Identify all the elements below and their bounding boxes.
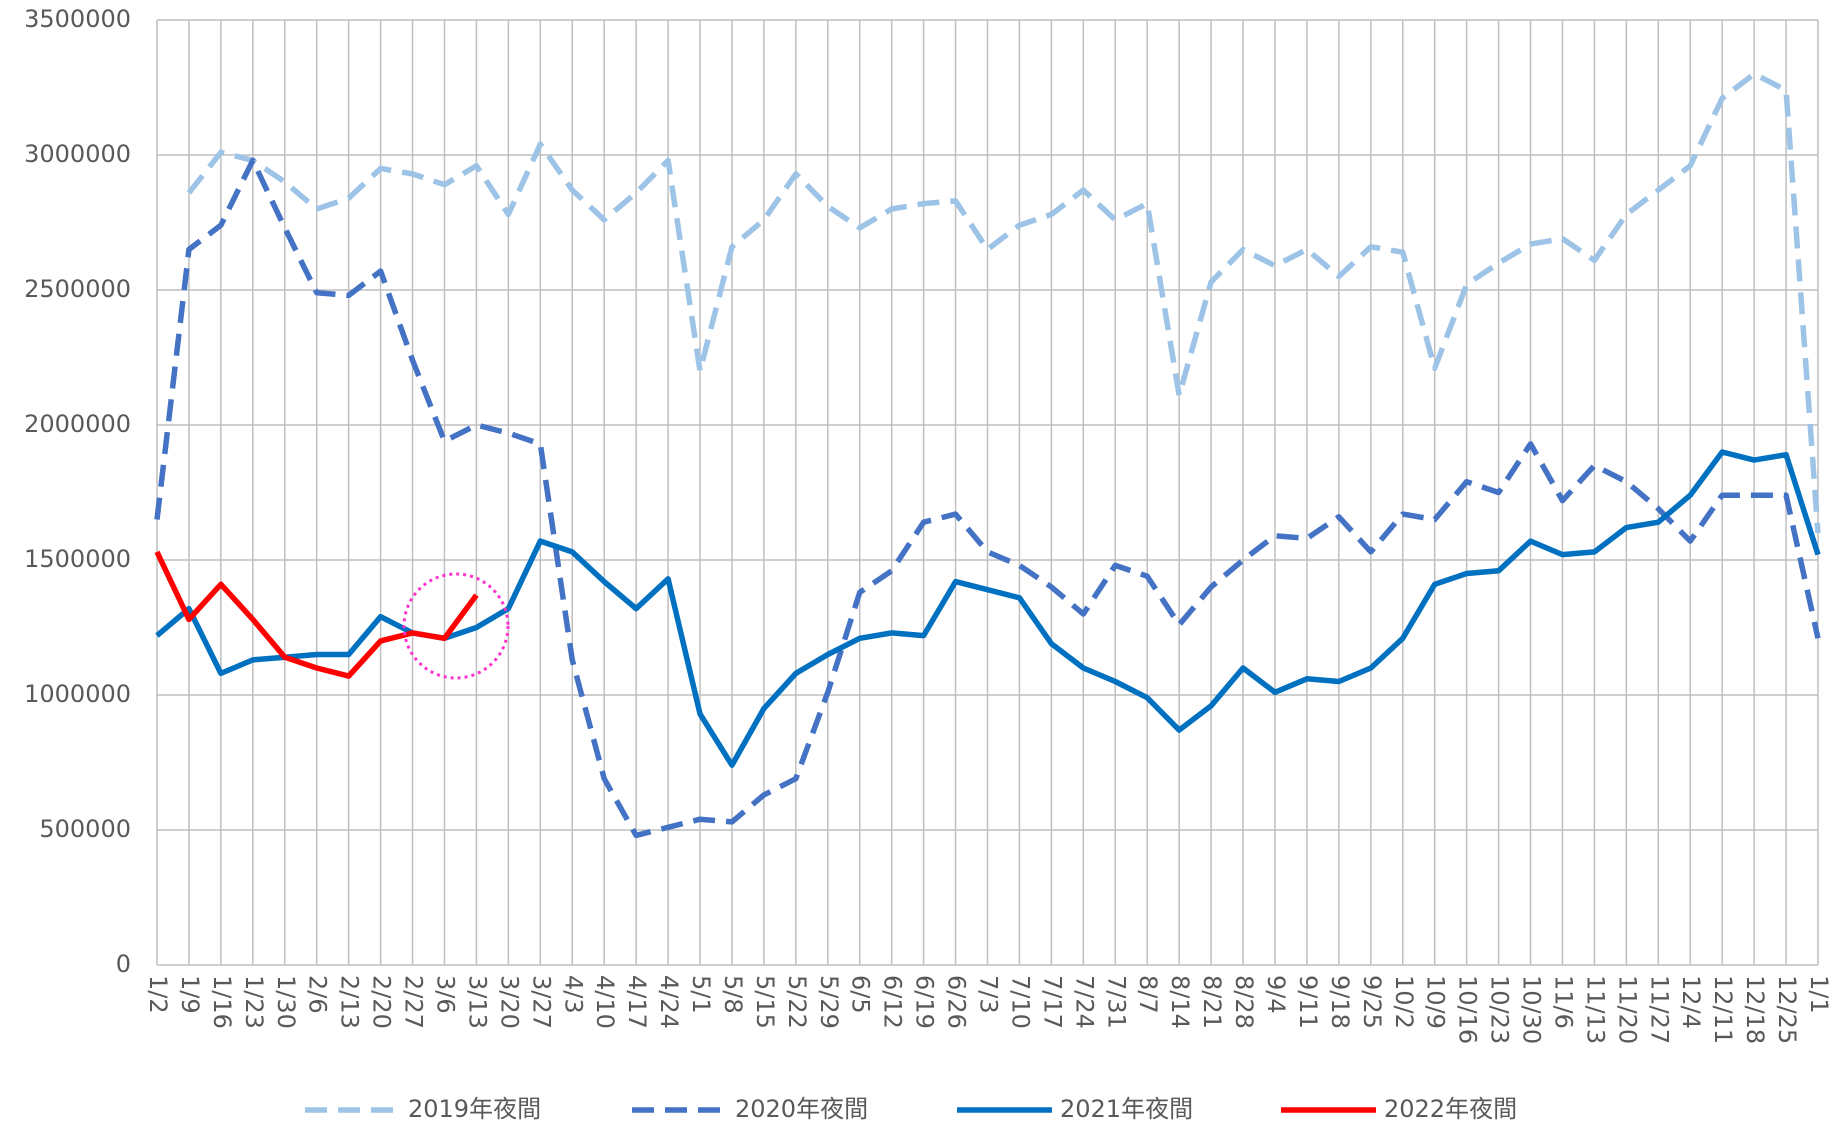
x-tick-label: 9/25 [1358, 975, 1386, 1029]
x-tick-label: 10/2 [1390, 975, 1418, 1029]
x-tick-label: 1/30 [272, 975, 300, 1029]
y-tick-label: 0 [116, 950, 131, 978]
x-tick-label: 12/18 [1741, 975, 1769, 1044]
legend-label: 2022年夜間 [1384, 1095, 1517, 1123]
x-tick-label: 9/18 [1326, 975, 1354, 1029]
legend-label: 2021年夜間 [1060, 1095, 1193, 1123]
x-tick-label: 5/8 [719, 975, 747, 1014]
x-tick-label: 10/30 [1518, 975, 1546, 1044]
x-tick-label: 9/4 [1262, 975, 1290, 1014]
x-tick-label: 3/27 [527, 975, 555, 1029]
x-tick-label: 1/2 [144, 975, 172, 1014]
x-tick-label: 1/1 [1805, 975, 1833, 1014]
x-tick-label: 4/3 [559, 975, 587, 1014]
x-tick-label: 7/24 [1070, 975, 1098, 1029]
legend-label: 2020年夜間 [735, 1095, 868, 1123]
x-tick-label: 1/16 [208, 975, 236, 1029]
x-tick-label: 2/6 [304, 975, 332, 1014]
y-tick-label: 1000000 [24, 680, 131, 708]
series-line [186, 71, 1821, 534]
x-tick-label: 2/20 [368, 975, 396, 1029]
y-tick-label: 1500000 [24, 545, 131, 573]
highlight-circle [402, 572, 510, 680]
x-tick-label: 12/4 [1677, 975, 1705, 1029]
y-tick-label: 3500000 [24, 5, 131, 33]
x-tick-label: 8/28 [1230, 975, 1258, 1029]
x-tick-label: 5/29 [815, 975, 843, 1029]
x-tick-label: 8/21 [1198, 975, 1226, 1029]
x-tick-label: 6/19 [911, 975, 939, 1029]
x-tick-label: 5/1 [687, 975, 715, 1014]
x-tick-label: 1/9 [176, 975, 204, 1014]
x-tick-label: 3/13 [463, 975, 491, 1029]
x-tick-label: 11/6 [1549, 975, 1577, 1029]
x-tick-label: 5/15 [751, 975, 779, 1029]
x-tick-label: 7/17 [1038, 975, 1066, 1029]
x-tick-label: 11/20 [1613, 975, 1641, 1044]
x-tick-label: 12/11 [1709, 975, 1737, 1044]
y-tick-label: 2000000 [24, 410, 131, 438]
x-tick-label: 8/14 [1166, 975, 1194, 1029]
x-tick-label: 5/22 [783, 975, 811, 1029]
x-tick-label: 7/10 [1006, 975, 1034, 1029]
x-tick-label: 8/7 [1134, 975, 1162, 1014]
x-tick-label: 11/27 [1645, 975, 1673, 1044]
x-tick-label: 2/27 [400, 975, 428, 1029]
series-line [154, 550, 479, 679]
x-tick-label: 3/6 [431, 975, 459, 1014]
x-tick-label: 3/20 [495, 975, 523, 1029]
x-tick-label: 2/13 [336, 975, 364, 1029]
y-tick-label: 500000 [39, 815, 131, 843]
x-tick-label: 4/10 [591, 975, 619, 1029]
x-tick-label: 1/23 [240, 975, 268, 1029]
x-tick-label: 4/24 [655, 975, 683, 1029]
x-tick-label: 7/31 [1102, 975, 1130, 1029]
x-tick-label: 6/5 [847, 975, 875, 1014]
x-tick-label: 10/9 [1422, 975, 1450, 1029]
x-tick-label: 10/16 [1454, 975, 1482, 1044]
x-tick-label: 9/11 [1294, 975, 1322, 1029]
x-tick-label: 11/13 [1581, 975, 1609, 1044]
x-tick-label: 6/26 [943, 975, 971, 1029]
legend-label: 2019年夜間 [408, 1095, 541, 1123]
x-tick-label: 4/17 [623, 975, 651, 1029]
x-tick-label: 6/12 [879, 975, 907, 1029]
x-tick-label: 7/3 [975, 975, 1003, 1014]
y-tick-label: 3000000 [24, 140, 131, 168]
x-tick-label: 10/23 [1486, 975, 1514, 1044]
x-tick-label: 12/25 [1773, 975, 1801, 1044]
y-tick-label: 2500000 [24, 275, 131, 303]
